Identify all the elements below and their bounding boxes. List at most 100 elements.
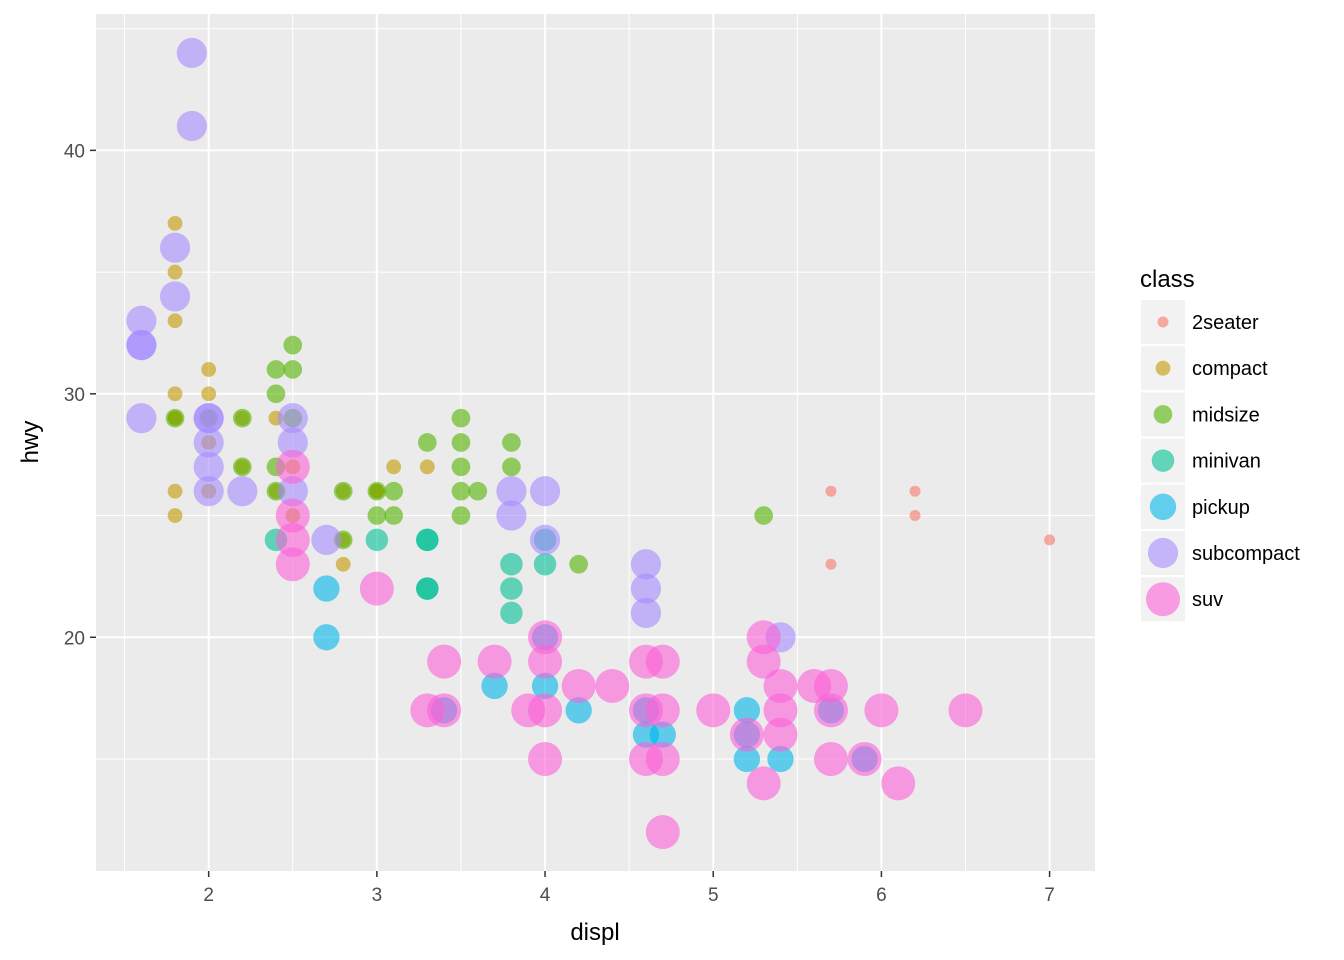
point-suv (275, 547, 310, 582)
x-tick-label: 2 (203, 885, 214, 906)
point-2seater (909, 510, 921, 522)
legend-label-pickup: pickup (1192, 497, 1250, 519)
point-subcompact (630, 573, 662, 604)
point-subcompact (529, 476, 561, 507)
point-pickup (649, 721, 676, 748)
point-2seater (909, 485, 921, 497)
point-pickup (481, 672, 508, 700)
point-suv (645, 644, 680, 679)
point-subcompact (159, 281, 191, 312)
point-pickup (565, 697, 592, 724)
legend-swatch-pickup (1149, 493, 1177, 520)
point-subcompact (193, 476, 224, 507)
x-axis-title: displ (570, 919, 619, 946)
point-compact (167, 264, 183, 280)
point-suv (528, 644, 563, 679)
point-suv (595, 668, 630, 703)
point-midsize (266, 384, 286, 404)
point-midsize (451, 433, 471, 452)
point-suv (645, 693, 680, 728)
point-midsize (165, 408, 185, 428)
point-suv (881, 766, 916, 801)
point-subcompact (496, 500, 527, 531)
point-minivan (533, 552, 557, 576)
point-midsize (367, 481, 387, 501)
point-midsize (333, 481, 353, 501)
point-suv (427, 693, 462, 728)
point-suv (528, 693, 563, 728)
x-axis: 2 3 4 5 6 7 (203, 871, 1055, 906)
point-suv (528, 742, 563, 777)
point-compact (386, 459, 402, 475)
point-minivan (416, 577, 439, 600)
legend-title: class (1140, 266, 1195, 293)
minor-gridlines (96, 14, 1095, 871)
point-compact (167, 215, 183, 231)
point-subcompact (496, 476, 527, 507)
point-suv (763, 668, 798, 703)
point-subcompact (277, 403, 308, 434)
y-tick-label: 30 (64, 385, 85, 406)
point-suv (645, 815, 680, 850)
point-midsize (754, 506, 774, 525)
point-pickup (733, 745, 761, 773)
point-midsize (283, 360, 303, 379)
legend-swatch-2seater (1157, 316, 1169, 328)
point-compact (167, 386, 183, 402)
point-subcompact (176, 110, 207, 142)
point-pickup (531, 672, 559, 700)
y-tick-label: 40 (64, 141, 85, 162)
point-suv (948, 693, 983, 728)
point-pickup (313, 575, 340, 602)
point-compact (167, 483, 183, 499)
point-suv (729, 717, 764, 752)
point-midsize (468, 481, 488, 501)
point-subcompact (126, 403, 157, 434)
legend-swatch-compact (1155, 360, 1171, 376)
point-subcompact (630, 597, 662, 629)
y-axis: 20 30 40 (64, 141, 96, 649)
point-subcompact (529, 524, 561, 555)
point-midsize (384, 481, 404, 501)
point-suv (813, 742, 848, 777)
point-compact (335, 556, 351, 572)
point-suv (275, 522, 310, 557)
point-2seater (1044, 534, 1056, 546)
point-minivan (500, 601, 523, 625)
point-midsize (417, 433, 437, 452)
plot-panel (96, 14, 1095, 871)
point-subcompact (630, 549, 662, 580)
point-compact (167, 313, 183, 329)
point-pickup (733, 697, 761, 724)
legend-label-minivan: minivan (1192, 451, 1261, 473)
point-midsize (384, 506, 404, 525)
point-suv (746, 644, 781, 679)
point-minivan (416, 528, 439, 552)
x-tick-label: 6 (876, 885, 887, 906)
point-subcompact (193, 403, 224, 434)
legend-label-suv: suv (1192, 589, 1223, 611)
point-suv (746, 620, 781, 655)
point-suv (763, 717, 798, 752)
point-midsize (283, 335, 303, 355)
point-midsize (451, 481, 471, 501)
point-minivan (500, 577, 523, 600)
point-subcompact (126, 305, 157, 336)
y-axis-title: hwy (17, 421, 44, 464)
y-tick-label: 20 (64, 628, 85, 649)
point-midsize (569, 554, 589, 574)
point-midsize (451, 408, 471, 428)
point-suv (427, 644, 462, 679)
major-gridlines (96, 14, 1095, 871)
point-midsize (502, 433, 521, 452)
legend-label-2seater: 2seater (1192, 312, 1259, 334)
legend-label-compact: compact (1192, 358, 1268, 380)
point-suv (696, 693, 731, 728)
point-midsize (232, 408, 252, 428)
point-subcompact (277, 476, 308, 507)
point-suv (359, 571, 394, 606)
point-2seater (825, 485, 837, 497)
x-tick-label: 5 (708, 885, 719, 906)
point-subcompact (227, 476, 258, 507)
